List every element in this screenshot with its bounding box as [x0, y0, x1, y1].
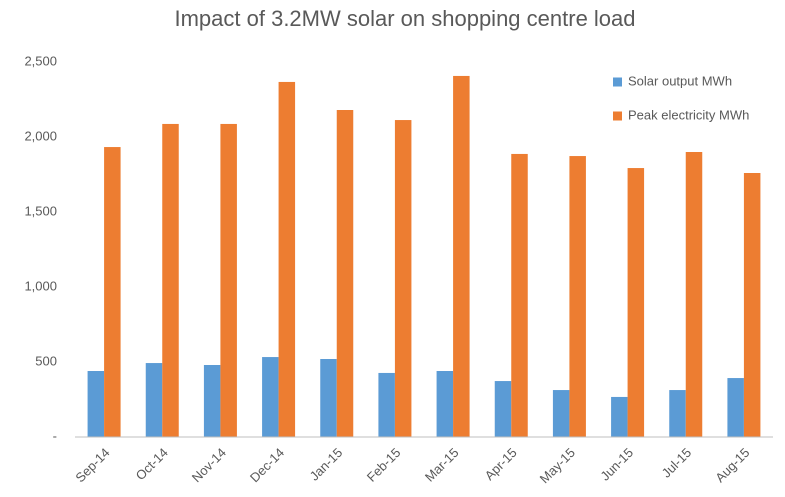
- x-tick-label: May-15: [537, 445, 578, 486]
- bar: [611, 396, 628, 437]
- x-tick-label: Jul-15: [659, 445, 695, 481]
- legend-swatch: [613, 111, 622, 121]
- bar: [685, 152, 703, 437]
- x-tick-label: Nov-14: [189, 445, 229, 485]
- y-tick-label: 2,000: [24, 128, 57, 143]
- legend-label: Peak electricity MWh: [628, 107, 749, 122]
- bar: [627, 168, 645, 438]
- bar: [669, 390, 686, 437]
- y-tick-label: 1,000: [24, 278, 57, 293]
- bar: [394, 120, 412, 438]
- x-tick-label: Oct-14: [133, 445, 171, 483]
- legend-swatch: [613, 77, 622, 87]
- x-tick-label: Aug-15: [712, 445, 752, 485]
- bar: [569, 156, 586, 438]
- x-tick-label: Apr-15: [482, 445, 520, 483]
- y-tick-label: 1,500: [24, 203, 57, 218]
- x-tick-label: Sep-14: [72, 445, 112, 485]
- bar: [278, 81, 296, 437]
- y-tick-label: 500: [35, 353, 57, 368]
- bar: [494, 381, 512, 437]
- bar: [511, 153, 528, 437]
- bar: [336, 110, 354, 437]
- x-tick-label: Mar-15: [422, 445, 462, 485]
- bar: [320, 359, 337, 437]
- y-tick-label: -: [53, 428, 57, 443]
- chart-title: Impact of 3.2MW solar on shopping centre…: [174, 6, 635, 31]
- x-tick-label: Jun-15: [597, 445, 636, 484]
- x-tick-label: Dec-14: [247, 445, 287, 485]
- bar: [378, 372, 395, 437]
- bar: [453, 75, 470, 437]
- y-tick-label: 2,500: [24, 53, 57, 68]
- bar: [220, 123, 237, 437]
- x-tick-label: Jan-15: [307, 445, 346, 484]
- bar: [262, 357, 279, 437]
- bar: [743, 173, 761, 437]
- bar: [145, 363, 163, 437]
- bar: [203, 365, 221, 437]
- bar: [104, 147, 121, 438]
- legend-label: Solar output MWh: [628, 73, 732, 88]
- bar: [552, 390, 570, 437]
- bar: [162, 123, 179, 437]
- bar: [436, 371, 454, 437]
- bar: [87, 371, 105, 437]
- bar: [727, 378, 744, 437]
- x-tick-label: Feb-15: [364, 445, 404, 485]
